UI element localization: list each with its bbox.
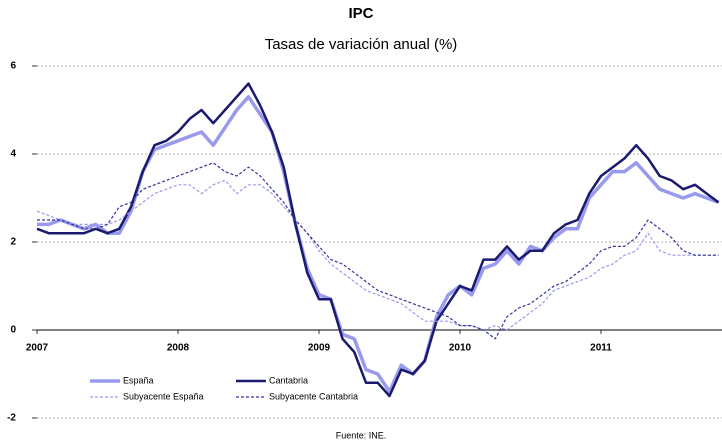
y-tick-label: -2 <box>7 413 16 424</box>
series-line <box>37 95 720 394</box>
chart-subtitle: Tasas de variación anual (%) <box>265 36 458 53</box>
series-line <box>37 162 719 340</box>
y-tick-label: 4 <box>10 149 16 160</box>
y-tick-label: 2 <box>10 237 16 248</box>
source: Fuente: INE. <box>336 430 387 440</box>
chart-title: IPC <box>348 5 373 22</box>
legend-label: España <box>123 375 154 385</box>
series-line <box>36 179 719 331</box>
legend-label: Subyacente España <box>123 391 204 401</box>
series-line <box>36 82 720 398</box>
x-tick-label: 2007 <box>26 343 49 354</box>
x-tick-label: 2011 <box>590 343 612 354</box>
x-tick-label: 2010 <box>449 343 472 354</box>
y-tick-label: 6 <box>10 61 16 72</box>
x-tick-label: 2009 <box>308 343 331 354</box>
legend-label: Subyacente Cantabria <box>269 391 358 401</box>
y-tick-label: 0 <box>10 325 16 336</box>
x-tick-label: 2008 <box>167 343 190 354</box>
legend-label: Cantabria <box>269 375 308 385</box>
